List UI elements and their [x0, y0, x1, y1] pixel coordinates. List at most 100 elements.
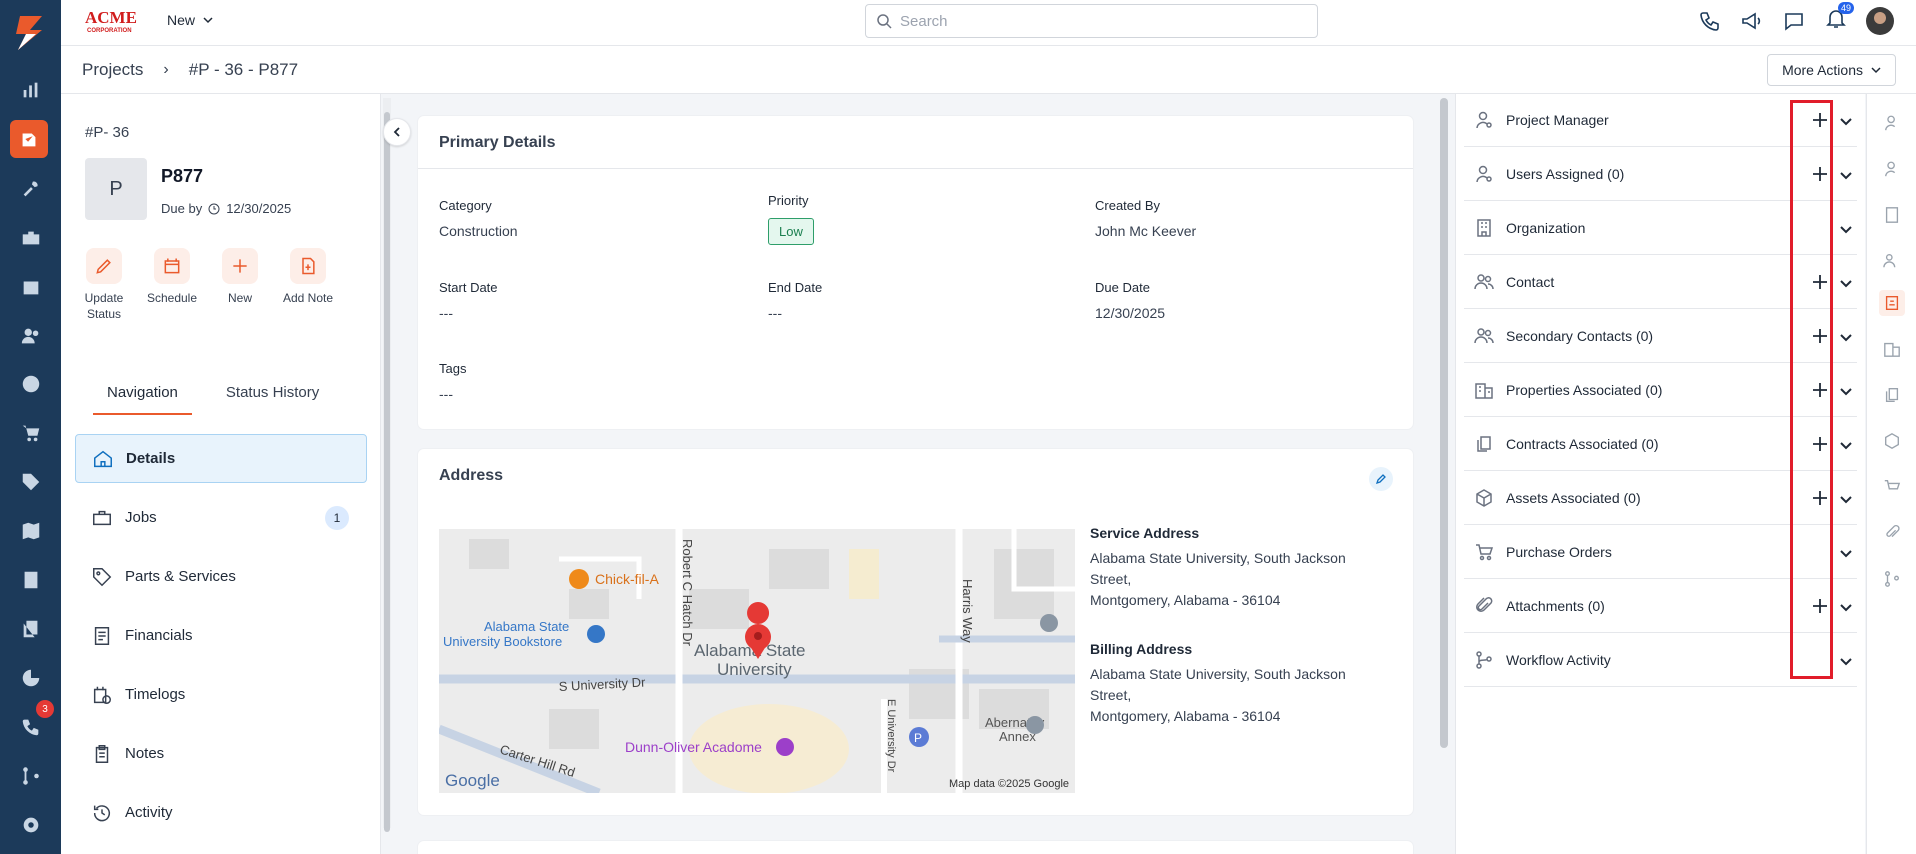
app-logo-icon[interactable] — [12, 12, 48, 52]
tab-navigation[interactable]: Navigation — [93, 384, 192, 415]
update-status-button[interactable]: Update Status — [77, 248, 131, 322]
tag-icon — [93, 567, 112, 586]
rail-buildings-icon[interactable] — [1879, 336, 1905, 362]
chevron-down-icon[interactable] — [1839, 438, 1853, 452]
chevron-down-icon[interactable] — [1839, 384, 1853, 398]
add-asset-button[interactable] — [1810, 488, 1830, 508]
projects-icon[interactable] — [10, 120, 48, 158]
section-users-assigned[interactable]: Users Assigned (0) — [1464, 148, 1857, 201]
chevron-down-icon[interactable] — [1839, 168, 1853, 182]
service-address-line3: Montgomery, Alabama - 36104 — [1090, 592, 1281, 608]
project-due: Due by 12/30/2025 — [161, 201, 291, 216]
rail-user-gear-icon[interactable] — [1879, 110, 1905, 136]
rail-users-icon[interactable] — [1879, 248, 1905, 274]
nav-item-parts-services[interactable]: Parts & Services — [75, 552, 367, 601]
section-project-manager[interactable]: Project Manager — [1464, 94, 1857, 147]
megaphone-icon[interactable] — [1740, 9, 1764, 33]
chevron-down-icon[interactable] — [1839, 330, 1853, 344]
rail-contact-card-icon[interactable] — [1879, 290, 1905, 316]
tools-icon[interactable] — [0, 167, 61, 211]
reports-icon[interactable] — [0, 68, 61, 112]
calendar-icon[interactable] — [0, 265, 61, 309]
section-workflow-activity[interactable]: Workflow Activity — [1464, 634, 1857, 687]
rail-cart-icon[interactable] — [1879, 474, 1905, 500]
phone-icon[interactable] — [1698, 9, 1722, 33]
add-contract-button[interactable] — [1810, 434, 1830, 454]
collapse-panel-button[interactable] — [383, 118, 411, 146]
search-icon — [877, 14, 892, 29]
left-panel-scrollbar[interactable] — [383, 98, 391, 832]
add-attachment-button[interactable] — [1810, 596, 1830, 616]
add-secondary-contact-button[interactable] — [1810, 326, 1830, 346]
section-organization[interactable]: Organization — [1464, 202, 1857, 255]
new-button[interactable]: New — [213, 248, 267, 322]
map-icon[interactable] — [0, 509, 61, 553]
rail-cube-icon[interactable] — [1879, 428, 1905, 454]
map-label-bookstore-1: Alabama State — [484, 619, 569, 634]
rail-paperclip-icon[interactable] — [1879, 520, 1905, 546]
nav-item-notes[interactable]: Notes — [75, 729, 367, 778]
workflow-icon[interactable] — [0, 754, 61, 798]
breadcrumb-projects[interactable]: Projects — [82, 60, 144, 79]
rail-user-add-icon[interactable] — [1879, 156, 1905, 182]
invoice-icon[interactable] — [0, 558, 61, 602]
rail-copy-icon[interactable] — [1879, 382, 1905, 408]
notifications-button[interactable]: 49 — [1824, 2, 1855, 35]
section-contact[interactable]: Contact — [1464, 256, 1857, 309]
contacts-icon[interactable] — [0, 314, 61, 358]
search-input[interactable]: Search — [865, 4, 1318, 38]
add-project-manager-button[interactable] — [1810, 110, 1830, 130]
phone-list-icon[interactable] — [0, 705, 61, 749]
section-label: Assets Associated (0) — [1506, 490, 1641, 506]
nav-item-activity[interactable]: Activity — [75, 788, 367, 837]
tab-status-history[interactable]: Status History — [225, 384, 320, 401]
nav-item-jobs[interactable]: Jobs 1 — [75, 493, 367, 542]
new-dropdown[interactable]: New — [167, 12, 213, 28]
schedule-button[interactable]: Schedule — [145, 248, 199, 322]
rail-workflow-icon[interactable] — [1879, 566, 1905, 592]
chevron-down-icon[interactable] — [1839, 492, 1853, 506]
clock-icon[interactable] — [0, 362, 61, 406]
chevron-down-icon[interactable] — [1839, 600, 1853, 614]
user-avatar[interactable] — [1866, 6, 1894, 35]
edit-address-button[interactable] — [1369, 467, 1393, 491]
section-assets-associated[interactable]: Assets Associated (0) — [1464, 472, 1857, 525]
more-actions-button[interactable]: More Actions — [1767, 54, 1896, 86]
briefcase-icon[interactable] — [0, 216, 61, 260]
chevron-down-icon[interactable] — [1839, 546, 1853, 560]
address-map[interactable]: Chick-fil-A Alabama State University Boo… — [439, 529, 1075, 793]
notification-count: 49 — [1838, 2, 1855, 14]
chat-icon[interactable] — [1782, 9, 1806, 33]
cube-icon — [1476, 489, 1492, 507]
section-label: Project Manager — [1506, 112, 1609, 128]
section-secondary-contacts[interactable]: Secondary Contacts (0) — [1464, 310, 1857, 363]
end-date-field: End Date --- — [768, 280, 822, 321]
documents-icon[interactable] — [0, 607, 61, 651]
chevron-down-icon[interactable] — [1839, 222, 1853, 236]
add-property-button[interactable] — [1810, 380, 1830, 400]
due-date-field: Due Date 12/30/2025 — [1095, 280, 1165, 321]
nav-item-label: Timelogs — [125, 686, 186, 703]
main-scrollbar[interactable] — [1440, 98, 1448, 748]
project-avatar: P — [85, 158, 147, 220]
nav-item-details[interactable]: Details — [75, 434, 367, 483]
tag-icon[interactable] — [0, 460, 61, 504]
section-properties-associated[interactable]: Properties Associated (0) — [1464, 364, 1857, 417]
nav-item-financials[interactable]: Financials — [75, 611, 367, 660]
chevron-down-icon[interactable] — [1839, 276, 1853, 290]
chevron-down-icon[interactable] — [1839, 114, 1853, 128]
settings-gear-icon[interactable] — [0, 803, 61, 847]
pie-chart-icon[interactable] — [0, 656, 61, 700]
cart-icon[interactable] — [0, 411, 61, 455]
section-attachments[interactable]: Attachments (0) — [1464, 580, 1857, 633]
add-contact-button[interactable] — [1810, 272, 1830, 292]
rail-building-icon[interactable] — [1879, 202, 1905, 228]
section-purchase-orders[interactable]: Purchase Orders — [1464, 526, 1857, 579]
chevron-down-icon[interactable] — [1839, 654, 1853, 668]
add-users-assigned-button[interactable] — [1810, 164, 1830, 184]
nav-item-timelogs[interactable]: Timelogs — [75, 670, 367, 719]
section-contracts-associated[interactable]: Contracts Associated (0) — [1464, 418, 1857, 471]
add-note-button[interactable]: Add Note — [281, 248, 335, 322]
building-icon — [1477, 219, 1491, 237]
